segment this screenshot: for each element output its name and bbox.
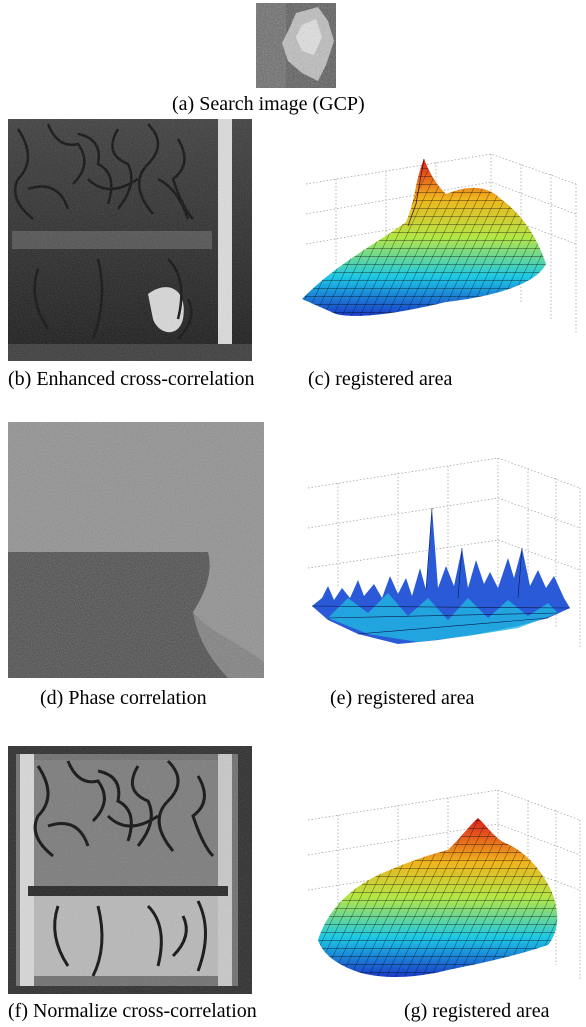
caption-d: (d) Phase correlation (40, 687, 207, 709)
normalize-cross-correlation-image (8, 746, 252, 994)
registered-area-surface-g (298, 780, 584, 992)
enhanced-cross-correlation-image (8, 119, 252, 361)
caption-c: (c) registered area (308, 368, 453, 390)
registered-area-surface-e (298, 448, 584, 664)
registered-area-surface-c (296, 144, 582, 344)
caption-a: (a) Search image (GCP) (172, 93, 365, 115)
caption-e: (e) registered area (330, 687, 475, 709)
caption-g: (g) registered area (404, 1000, 550, 1022)
phase-correlation-image (8, 422, 264, 678)
caption-b: (b) Enhanced cross-correlation (8, 368, 255, 390)
search-image-gcp (256, 3, 336, 88)
caption-f: (f) Normalize cross-correlation (8, 1000, 257, 1022)
